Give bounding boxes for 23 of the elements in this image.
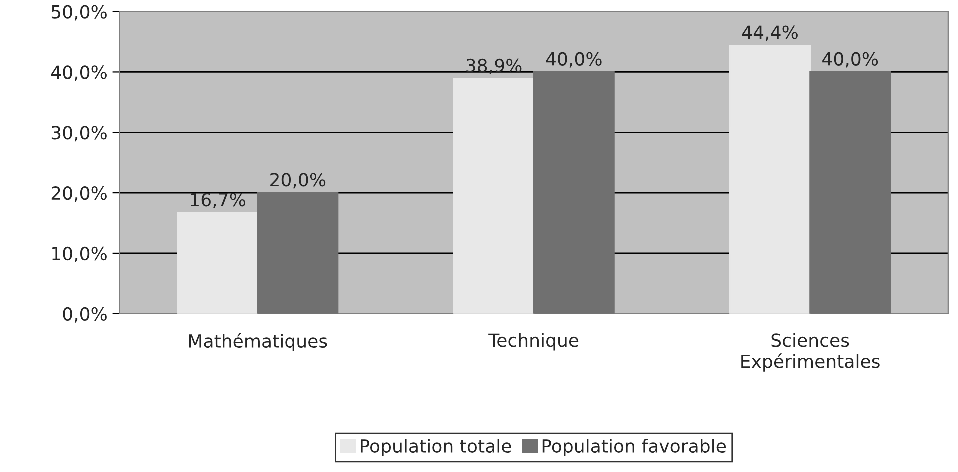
- data-label: 40,0%: [546, 52, 602, 68]
- bar: [810, 72, 892, 314]
- bar: [533, 72, 615, 314]
- legend-label: Population favorable: [542, 439, 726, 457]
- data-label: 20,0%: [270, 173, 326, 189]
- x-tick-label: Technique: [488, 333, 579, 351]
- y-tick-label: 30,0%: [52, 126, 107, 142]
- x-tick-label: Mathématiques: [189, 333, 328, 352]
- data-label: 38,9%: [466, 58, 522, 74]
- bar: [177, 212, 259, 314]
- y-tick-label: 0,0%: [63, 307, 107, 323]
- y-tick-label: 20,0%: [52, 186, 107, 202]
- x-tick-label: Sciences Expérimentales: [742, 333, 880, 372]
- bar: [453, 78, 535, 314]
- legend-label: Population totale: [361, 439, 512, 457]
- data-label: 16,7%: [191, 193, 246, 209]
- y-tick-label: 40,0%: [51, 66, 107, 82]
- y-tick-label: 10,0%: [52, 246, 107, 262]
- data-label: 44,4%: [742, 26, 798, 42]
- data-label: 40,0%: [822, 52, 878, 68]
- bar: [730, 44, 812, 314]
- y-tick-label: 50,0%: [52, 5, 107, 21]
- bar: [257, 192, 339, 314]
